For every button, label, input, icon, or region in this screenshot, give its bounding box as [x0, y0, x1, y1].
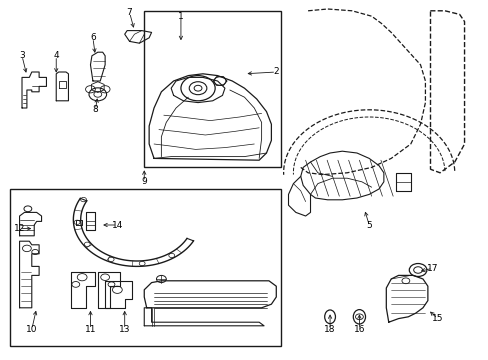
Text: 4: 4	[53, 51, 59, 60]
Text: 1: 1	[178, 12, 183, 21]
Text: 5: 5	[366, 220, 371, 230]
Text: 17: 17	[426, 264, 438, 273]
Text: 16: 16	[353, 325, 365, 334]
Text: 14: 14	[111, 220, 123, 230]
Text: 18: 18	[324, 325, 335, 334]
Text: 13: 13	[119, 325, 130, 334]
Bar	[10, 189, 281, 346]
Text: 10: 10	[26, 325, 38, 334]
Text: 7: 7	[126, 8, 132, 17]
Text: 3: 3	[19, 51, 25, 60]
Text: 6: 6	[90, 33, 96, 42]
Text: 12: 12	[14, 224, 25, 233]
Text: 9: 9	[141, 177, 147, 186]
Text: 11: 11	[84, 325, 96, 334]
Bar	[144, 11, 281, 167]
Text: 15: 15	[431, 314, 443, 323]
Text: 8: 8	[92, 105, 98, 114]
Text: 2: 2	[273, 68, 279, 77]
